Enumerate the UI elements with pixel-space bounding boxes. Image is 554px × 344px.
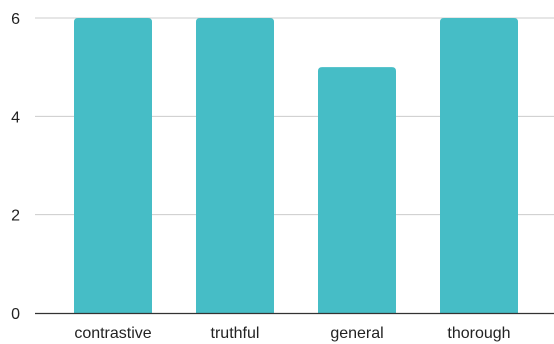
bar-thorough [440, 18, 518, 313]
y-tick-label-2: 2 [11, 208, 20, 225]
bar-truthful [196, 18, 274, 313]
bar-contrastive [74, 18, 152, 313]
x-tick-label-contrastive: contrastive [74, 325, 151, 342]
y-tick-label-6: 6 [11, 11, 20, 28]
x-tick-label-truthful: truthful [211, 325, 260, 342]
y-tick-label-4: 4 [11, 109, 20, 126]
x-tick-label-general: general [330, 325, 383, 342]
bars [74, 18, 518, 314]
y-tick-label-0: 0 [11, 306, 20, 323]
bar-general [318, 67, 396, 314]
x-tick-label-thorough: thorough [447, 325, 510, 342]
y-axis-ticks: 0 2 4 6 [11, 11, 20, 323]
x-axis-ticks: contrastive truthful general thorough [74, 325, 510, 342]
